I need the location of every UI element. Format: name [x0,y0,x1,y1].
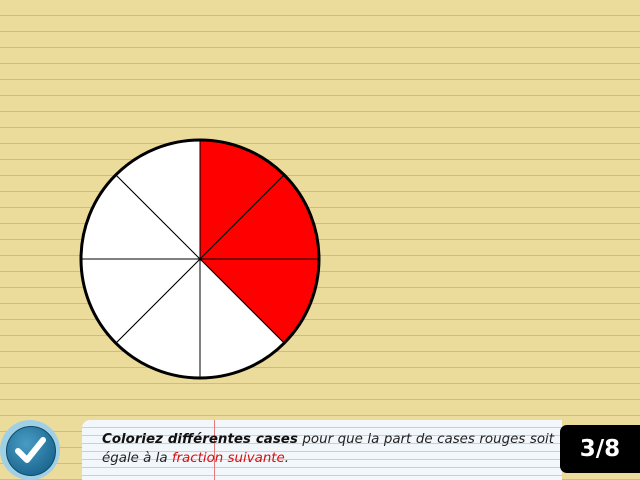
instruction-highlight: fraction suivante [171,451,285,466]
instruction-bold: Coloriez différentes cases [102,432,298,447]
notebook-margin-line [214,420,215,480]
target-fraction: 3/8 [560,425,640,473]
validate-button[interactable] [0,420,60,480]
instruction-panel: Coloriez différentes cases pour que la p… [82,420,562,480]
fraction-pie [79,138,321,380]
instruction-middle: pour que la part de cases rouges soit ég… [102,432,554,466]
pie-outline [79,138,321,380]
checkmark-icon [15,437,46,463]
instruction-text: Coloriez différentes cases pour que la p… [102,430,554,468]
instruction-end: . [284,451,290,466]
